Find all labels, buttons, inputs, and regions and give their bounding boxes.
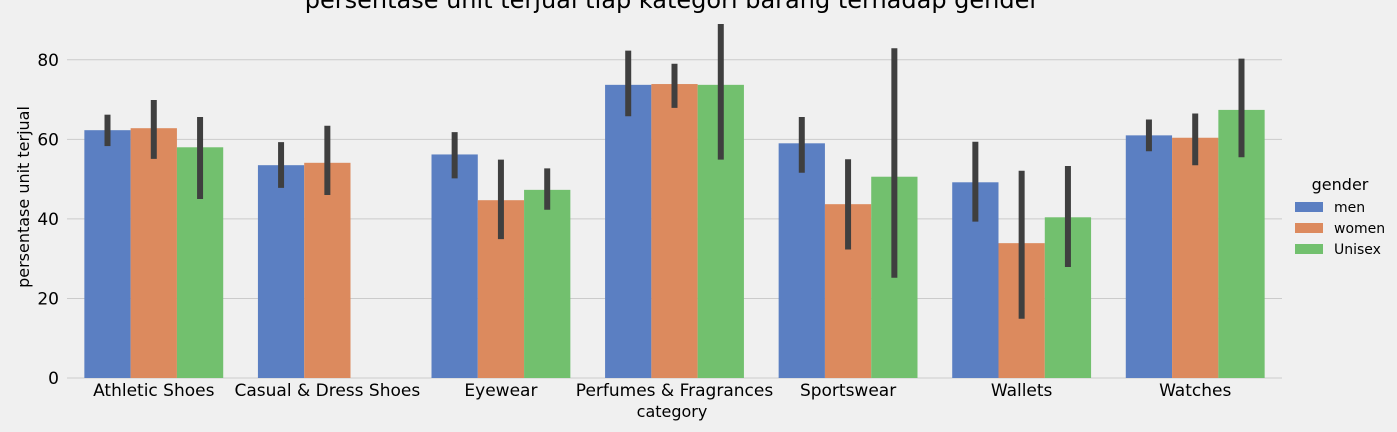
x-tick-labels: Athletic Shoes Casual & Dress Shoes Eyewea…: [93, 381, 1231, 401]
legend: gender men women Unisex: [1295, 175, 1385, 258]
bar-men-3: [605, 84, 652, 379]
x-tick-label: Wallets: [991, 381, 1053, 401]
y-tick-label: 60: [37, 130, 59, 150]
x-axis-label: category: [637, 402, 708, 421]
bar-women-3: [651, 84, 698, 378]
error-bar-layer: [104, 23, 1245, 319]
legend-label-women: women: [1334, 221, 1385, 237]
bar-men-4: [778, 143, 825, 378]
legend-label-unisex: Unisex: [1334, 242, 1381, 258]
legend-title: gender: [1312, 175, 1369, 194]
bar-men-0: [84, 130, 131, 378]
x-tick-label: Perfumes & Fragrances: [576, 381, 774, 401]
y-tick-label: 40: [37, 210, 59, 230]
bar-women-6: [1172, 137, 1219, 378]
chart-title: persentase unit terjual tiap kategori ba…: [305, 0, 1040, 14]
legend-swatch-unisex: [1295, 244, 1323, 254]
bar-unisex-2: [524, 189, 571, 378]
bar-men-2: [431, 154, 478, 378]
bar-women-0: [130, 128, 177, 378]
bar-layer: [84, 84, 1265, 379]
y-tick-label: 20: [37, 289, 59, 309]
y-tick-label: 80: [37, 51, 59, 71]
x-tick-label: Watches: [1159, 381, 1231, 401]
x-tick-label: Athletic Shoes: [93, 381, 215, 401]
bar-men-6: [1125, 135, 1173, 378]
bar-women-1: [304, 162, 351, 378]
y-tick-label: 0: [48, 369, 59, 389]
x-tick-label: Casual & Dress Shoes: [235, 381, 421, 401]
x-tick-label: Eyewear: [464, 381, 537, 401]
legend-swatch-women: [1295, 223, 1323, 233]
x-tick-label: Sportswear: [800, 381, 896, 401]
bar-men-1: [257, 165, 305, 378]
legend-items: men women Unisex: [1295, 200, 1385, 258]
y-tick-labels: 0 20 40 60 80: [37, 51, 59, 389]
legend-label-men: men: [1334, 200, 1365, 216]
y-axis-label: persentase unit terjual: [14, 106, 33, 288]
legend-swatch-men: [1295, 202, 1323, 212]
